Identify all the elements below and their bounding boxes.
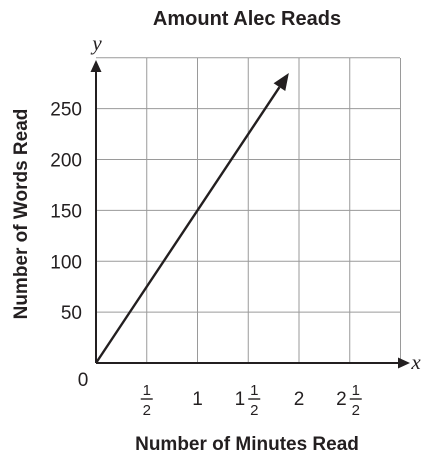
x-axis-arrowhead bbox=[398, 357, 410, 369]
y-axis-arrowhead bbox=[90, 60, 102, 72]
x-tick-denominator: 2 bbox=[250, 402, 258, 419]
y-tick-label: 50 bbox=[61, 303, 82, 324]
x-tick-whole: 1 bbox=[192, 389, 203, 410]
x-variable-label: x bbox=[410, 350, 421, 374]
data-line-arrowhead bbox=[273, 73, 289, 92]
y-tick-label: 150 bbox=[50, 201, 82, 222]
x-tick-numerator: 1 bbox=[250, 382, 258, 399]
y-tick-label: 200 bbox=[50, 151, 82, 172]
axes bbox=[90, 60, 410, 369]
x-tick-whole: 2 bbox=[336, 389, 347, 410]
y-tick-label: 250 bbox=[50, 100, 82, 121]
x-tick-whole: 1 bbox=[235, 389, 246, 410]
origin-label: 0 bbox=[78, 370, 89, 391]
series bbox=[95, 73, 289, 364]
x-tick-label: 2 bbox=[294, 389, 305, 410]
x-axis-label: Number of Minutes Read bbox=[135, 434, 359, 455]
x-tick-denominator: 2 bbox=[143, 402, 151, 419]
chart-title: Amount Alec Reads bbox=[153, 8, 341, 30]
x-tick-label: 2 12 bbox=[336, 382, 362, 419]
y-variable-label: y bbox=[90, 31, 102, 55]
x-tick-denominator: 2 bbox=[352, 402, 360, 419]
x-tick-label: 12 bbox=[140, 382, 153, 419]
x-tick-label: 1 bbox=[192, 389, 203, 410]
y-axis-label: Number of Words Read bbox=[11, 109, 32, 320]
x-tick-numerator: 1 bbox=[352, 382, 360, 399]
data-line bbox=[95, 86, 281, 364]
x-tick-numerator: 1 bbox=[143, 382, 151, 399]
y-tick-label: 100 bbox=[50, 252, 82, 273]
x-tick-label: 1 12 bbox=[235, 382, 261, 419]
x-tick-whole: 2 bbox=[294, 389, 305, 410]
grid bbox=[96, 57, 401, 363]
